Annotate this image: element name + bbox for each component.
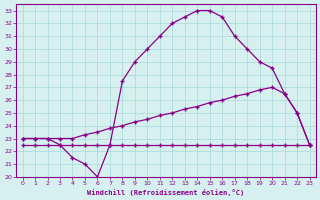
X-axis label: Windchill (Refroidissement éolien,°C): Windchill (Refroidissement éolien,°C) — [87, 189, 245, 196]
